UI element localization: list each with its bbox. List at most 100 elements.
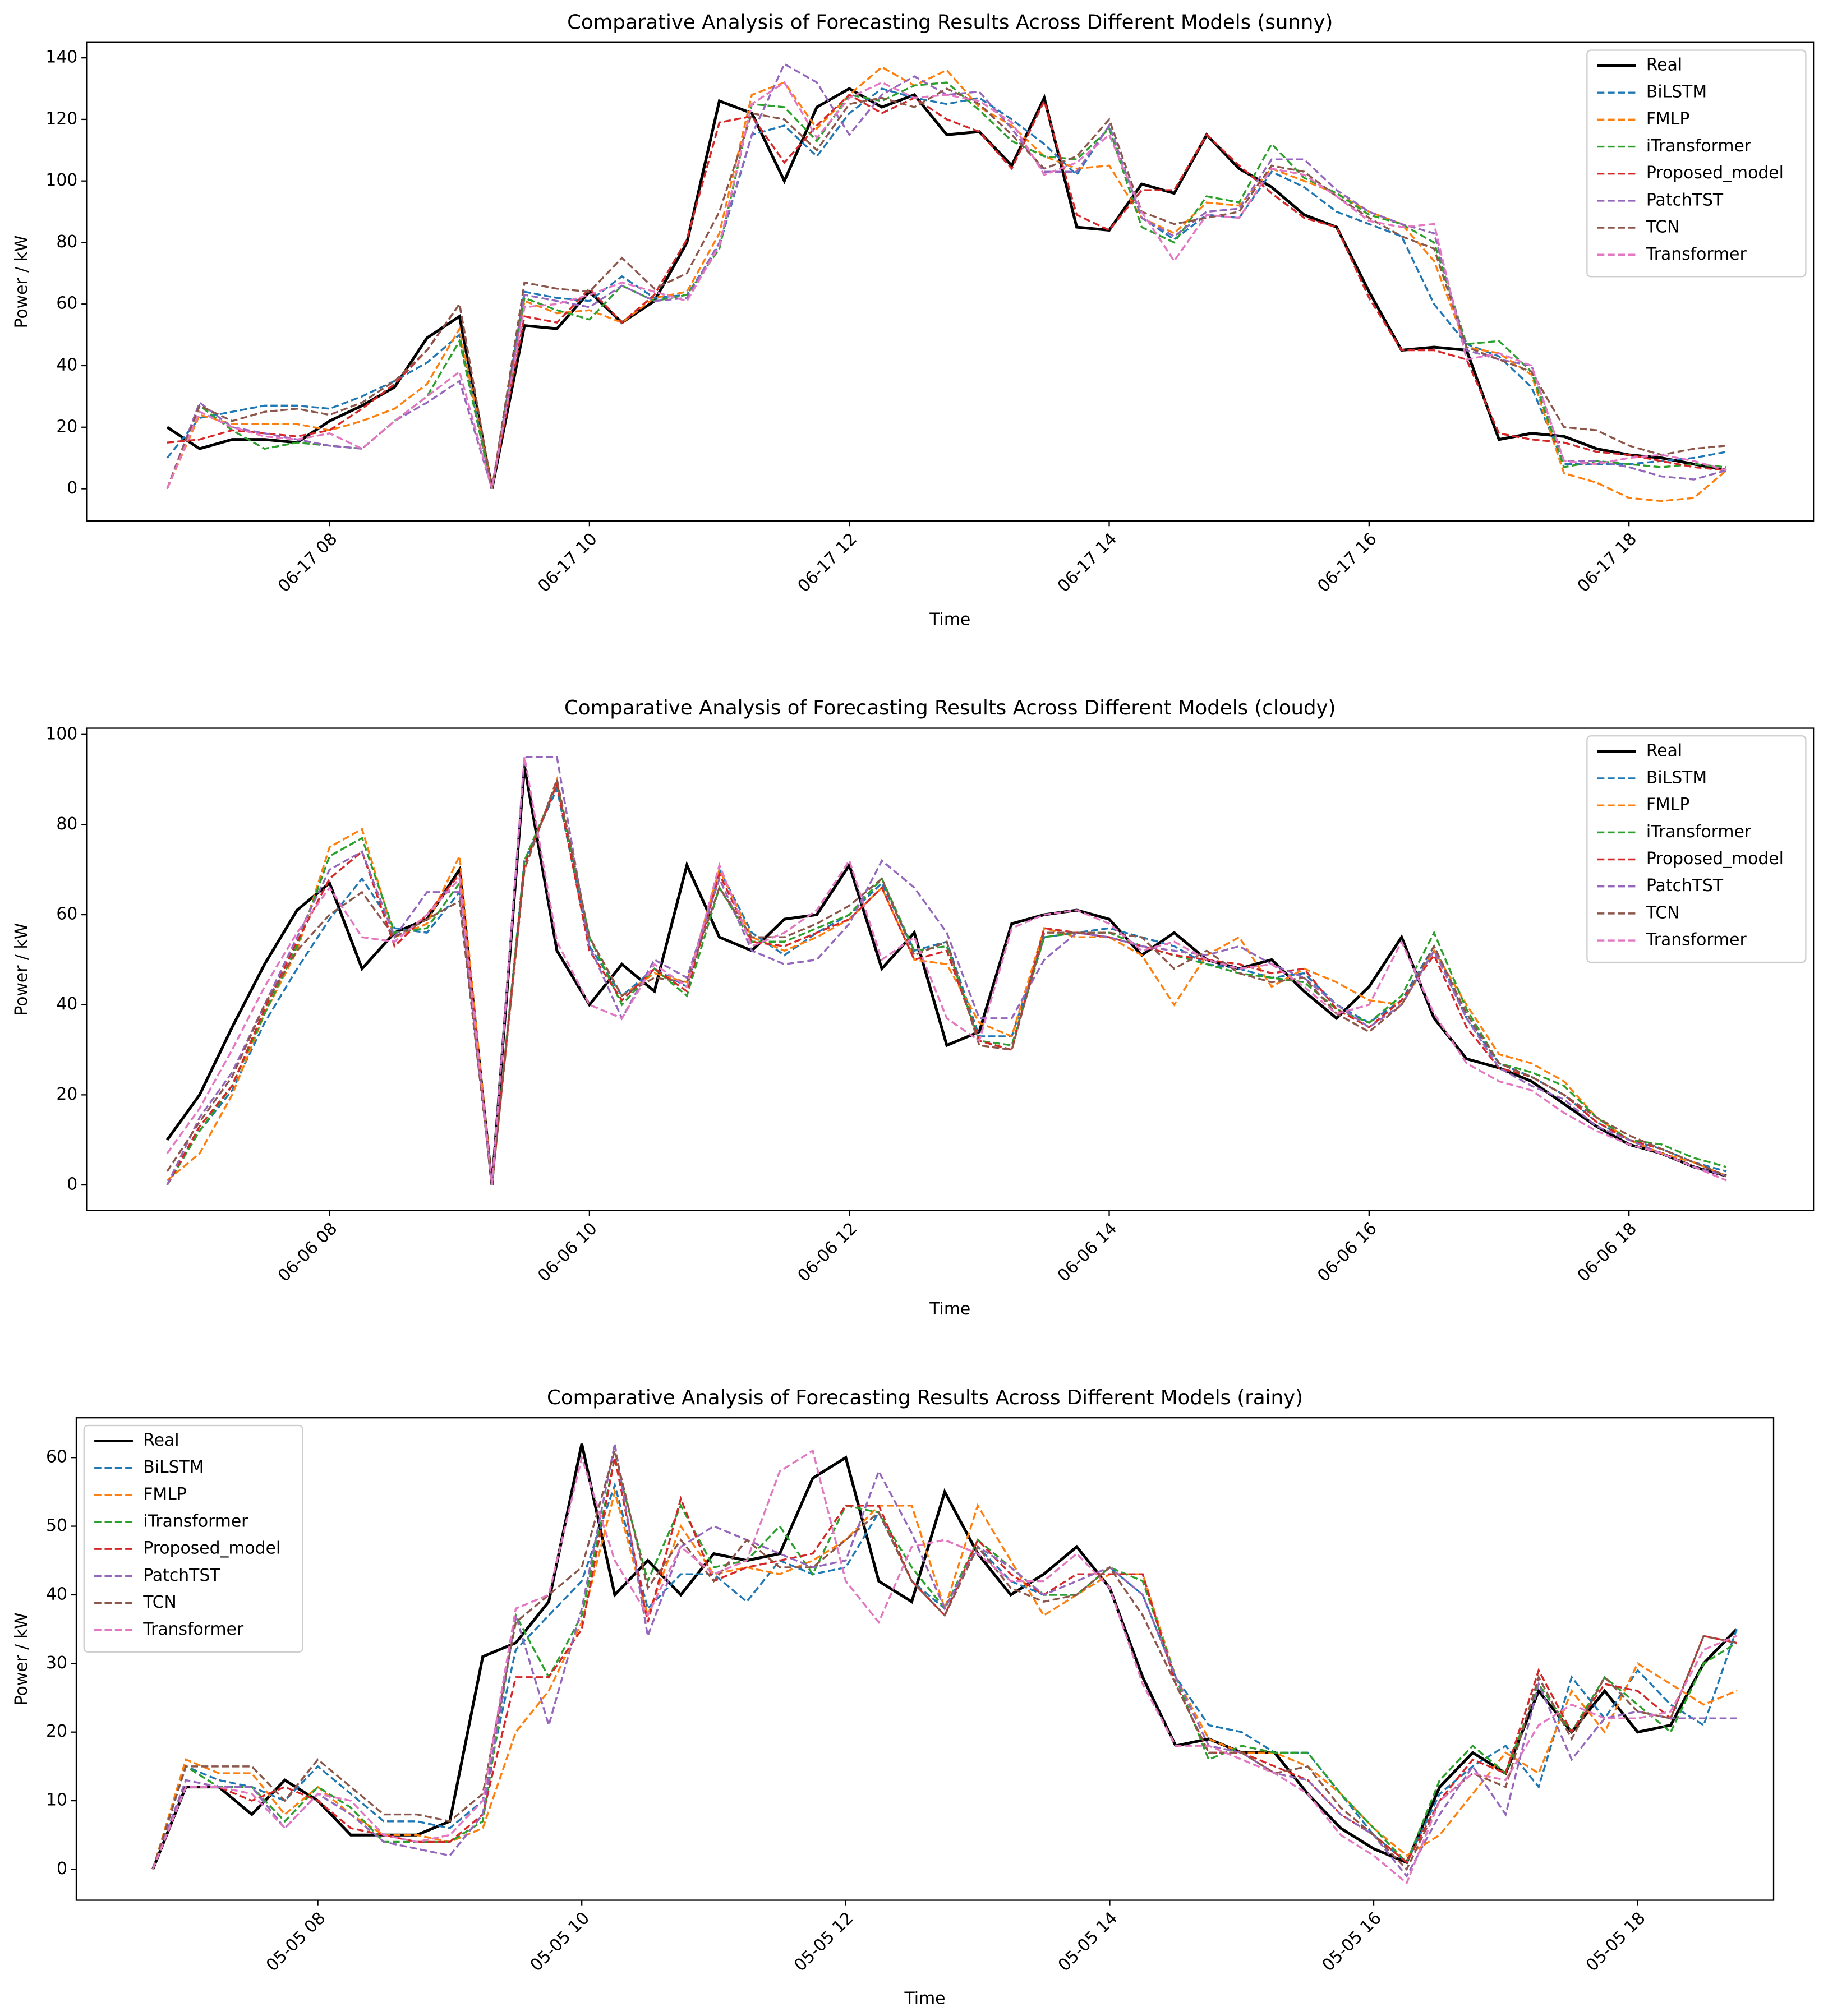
x-tick-label: 06-06 14 [1054,1219,1121,1286]
x-axis-label: Time [929,1299,970,1319]
plot-frame [86,727,1815,1211]
y-tick-label: 0 [67,1175,77,1194]
x-tick-label: 06-17 12 [794,529,862,597]
y-tick-label: 100 [45,724,77,744]
x-axis-label: Time [929,610,970,629]
y-tick-label: 10 [46,1791,67,1810]
y-axis-label: Power / kW [12,235,31,328]
x-tick-label: 05-05 12 [790,1908,858,1976]
legend-label: BiLSTM [143,1457,204,1477]
x-tick-label: 06-17 14 [1054,529,1121,597]
series-line [151,1443,1737,1878]
y-axis-label: Power / kW [12,1612,31,1705]
series-line [151,1447,1737,1871]
y-tick-label: 80 [56,232,77,252]
series-line [166,785,1727,1185]
series-line [166,87,1727,490]
y-tick-label: 80 [56,814,77,834]
legend-label: PatchTST [1646,876,1724,896]
chart-title: Comparative Analysis of Forecasting Resu… [567,11,1333,34]
y-tick-label: 140 [45,48,77,67]
x-tick-label: 05-05 10 [527,1908,594,1976]
legend-label: TCN [1646,218,1680,237]
series-line [166,87,1727,489]
x-tick-label: 06-06 12 [794,1219,862,1286]
legend-label: Proposed_model [1646,849,1784,869]
series-line [166,62,1727,490]
series-line [166,87,1727,490]
series-line [151,1488,1737,1870]
series-line [166,66,1728,502]
legend-label: BiLSTM [1646,768,1707,787]
y-axis-label: Power / kW [12,923,31,1016]
series-line [165,765,1727,1185]
y-tick-label: 100 [45,170,77,190]
x-tick-label: 06-06 08 [274,1219,342,1286]
legend-label: PatchTST [1646,190,1724,210]
legend-label: FMLP [1646,109,1689,129]
series-line [166,776,1727,1185]
series-line [151,1457,1737,1870]
legend-label: TCN [142,1593,177,1612]
legend-label: Proposed_model [1646,163,1784,183]
x-tick-label: 06-17 18 [1573,529,1641,597]
legend-box [83,1424,303,1653]
y-tick-label: 40 [56,355,77,375]
series-line [151,1449,1737,1885]
legend-label: FMLP [1646,795,1689,815]
legend-label: Transformer [1646,244,1747,264]
x-tick-label: 06-06 10 [534,1219,601,1286]
legend-label: PatchTST [143,1566,220,1585]
legend-label: iTransformer [143,1512,248,1531]
legend-label: Transformer [142,1620,244,1639]
y-tick-label: 20 [56,1085,77,1104]
chart-title: Comparative Analysis of Forecasting Resu… [564,696,1336,719]
legend-label: Real [1646,741,1682,760]
series-line [167,93,1727,489]
series-line [166,776,1727,1185]
x-tick-label: 06-17 08 [274,529,342,597]
y-tick-label: 60 [46,1447,67,1467]
y-tick-label: 0 [67,478,77,498]
legend-box [1586,49,1807,278]
legend-label: FMLP [143,1484,186,1504]
legend-label: Real [143,1431,179,1450]
series-line [166,756,1727,1185]
y-tick-label: 40 [46,1584,67,1604]
plot-frame [86,41,1815,522]
series-line [151,1482,1738,1870]
y-tick-label: 20 [46,1722,67,1741]
y-tick-label: 50 [46,1516,67,1535]
legend-label: TCN [1646,903,1680,922]
legend-label: Real [1646,56,1682,75]
plot-frame [75,1417,1775,1901]
y-tick-label: 60 [56,905,77,924]
series-line [166,781,1727,1185]
x-tick-label: 05-05 14 [1055,1908,1122,1976]
chart-title: Comparative Analysis of Forecasting Resu… [547,1386,1303,1409]
x-tick-label: 06-17 16 [1314,529,1381,597]
series-line [151,1457,1738,1870]
series-line [166,81,1727,490]
series-line [166,781,1727,1185]
legend-label: Transformer [1646,930,1747,950]
y-tick-label: 60 [56,294,77,313]
y-tick-label: 0 [57,1859,67,1879]
x-axis-label: Time [904,1989,946,2009]
x-tick-label: 06-06 16 [1314,1219,1381,1286]
x-tick-label: 06-17 10 [534,529,601,597]
series-line [166,756,1727,1185]
y-tick-label: 40 [56,994,77,1014]
x-tick-label: 06-06 18 [1573,1219,1641,1286]
y-tick-label: 120 [45,109,77,128]
y-tick-label: 20 [56,417,77,436]
y-tick-label: 30 [46,1653,67,1673]
legend-label: Proposed_model [143,1539,280,1558]
legend-box [1586,735,1807,963]
x-tick-label: 05-05 08 [263,1908,330,1976]
x-tick-label: 05-05 18 [1582,1908,1650,1976]
legend-label: iTransformer [1646,822,1752,842]
legend-label: iTransformer [1646,136,1752,156]
